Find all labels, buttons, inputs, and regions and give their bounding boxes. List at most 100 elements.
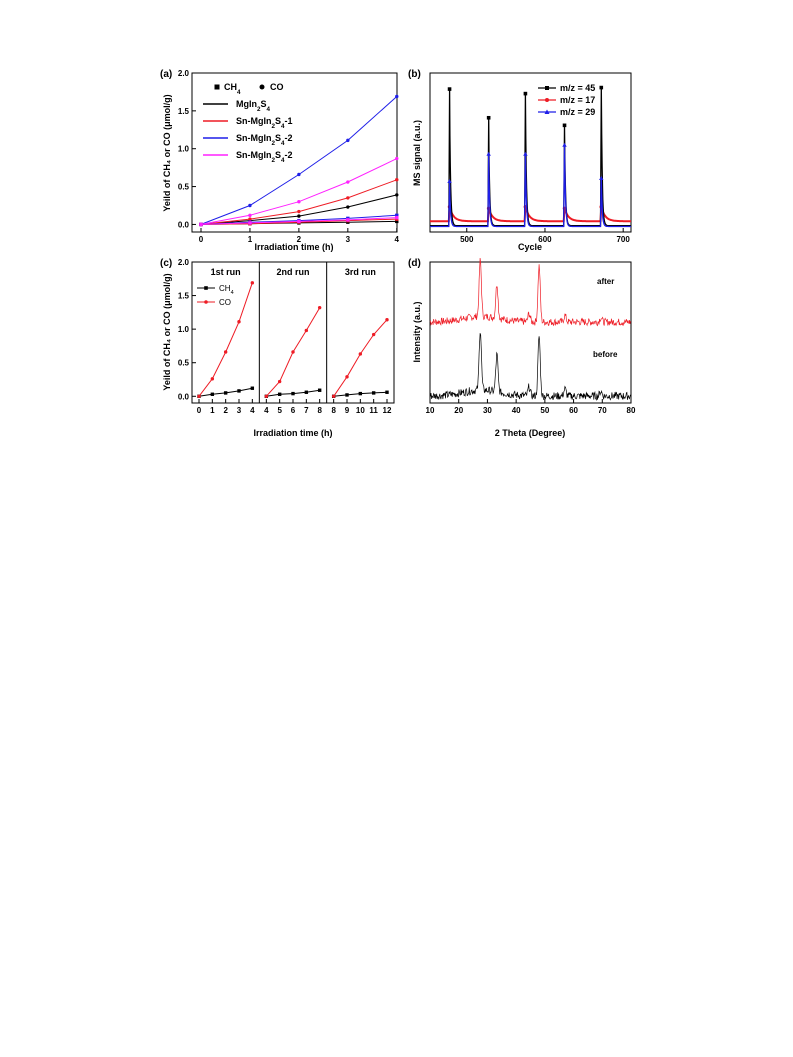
panel-c-run-title: 3rd run: [345, 267, 376, 277]
panel-d-xlabel: 2 Theta (Degree): [495, 428, 566, 438]
panel-a-point-co: [346, 180, 350, 184]
panel-b-ticks: 500 600 700: [460, 228, 630, 244]
panel-c-point-co: [223, 350, 228, 354]
panel-b-peak-marker: [562, 142, 567, 147]
panel-d-series-label-after: after: [597, 277, 614, 286]
panel-a-point-co: [297, 172, 301, 177]
panel-b-legend-label: m/z = 29: [560, 107, 595, 117]
panel-c-point-co: [358, 352, 363, 356]
panel-a-point-co: [346, 196, 350, 200]
panel-c-xtick-label: 8: [317, 406, 322, 415]
panel-b-peak-marker: [447, 87, 452, 91]
panel-a-series: [199, 94, 399, 227]
panel-a-legend-marker-label: CO: [270, 82, 284, 92]
panel-b-legend-label: m/z = 45: [560, 83, 595, 93]
panel-d-chart: (d) 10 20 30 40 50 60 70 80 after before 2 Theta …: [408, 257, 636, 438]
panel-d-xtick-label: 60: [569, 406, 578, 415]
panel-a-legend-circle-marker: [259, 84, 265, 90]
panel-a-point-co: [346, 138, 350, 143]
panel-b-chart: (b) 500 600 700 m/z = 45 m/z = 17 m/z = 29 C…: [408, 69, 632, 252]
panel-b-peak-marker: [599, 175, 604, 180]
panel-a-xtick-label: 0: [199, 235, 204, 244]
panel-b-line-29: [430, 144, 631, 228]
panel-c-point-ch4: [223, 391, 228, 395]
panel-b-xtick-label: 500: [460, 235, 474, 244]
panel-a-chart: (a) 0 1 2 3 4 0.0 0.5 1.0 1.5 2.0 CH4 CO MgIn2S4 Sn-…: [160, 69, 400, 252]
panel-c-point-co: [345, 375, 349, 379]
panel-c-run-title: 2nd run: [277, 267, 310, 277]
panel-a-legend-square-marker: [214, 84, 220, 90]
panel-a-legend-label: Sn-MgIn2S4-2: [236, 133, 293, 147]
panel-d-ticks: 10 20 30 40 50 60 70 80 after before: [426, 277, 636, 415]
panel-b-label: (b): [408, 69, 421, 80]
panel-b-peak-marker: [447, 178, 452, 183]
panel-a-legend-marker-label: CH4: [224, 82, 241, 96]
panel-c-xtick-label: 10: [356, 406, 365, 415]
panel-c-xtick-label: 2: [223, 406, 228, 415]
panel-b-peak-marker: [523, 151, 528, 156]
panel-d-xtick-label: 10: [426, 406, 435, 415]
panel-c-point-ch4: [371, 391, 376, 395]
panel-a-point-ch4: [395, 213, 399, 218]
panel-c-ytick-label: 0.0: [178, 392, 190, 401]
panel-c-point-ch4: [358, 391, 363, 396]
panel-c-xtick-label: 9: [345, 406, 350, 415]
panel-c-label: (c): [160, 258, 172, 269]
panel-a-point-co: [395, 178, 399, 182]
panel-c-legend-marker: [204, 300, 208, 304]
panel-d-ylabel: Intensity (a.u.): [412, 301, 422, 362]
panel-b-legend-marker: [545, 86, 549, 90]
panel-c-point-ch4: [304, 390, 309, 394]
panel-c-point-co: [385, 318, 389, 322]
panel-c-point-ch4: [345, 393, 349, 397]
panel-a-ytick-label: 0.5: [178, 183, 190, 192]
panel-b-line-17: [430, 206, 631, 223]
panel-a-xlabel: Irradiation time (h): [254, 242, 333, 252]
panel-c-point-co: [264, 394, 269, 398]
panel-c-legend-label: CO: [219, 298, 231, 307]
panel-a-ticks: 0 1 2 3 4 0.0 0.5 1.0 1.5 2.0: [178, 69, 400, 244]
panel-c-point-co: [371, 332, 376, 337]
panel-c-xtick-label: 8: [331, 406, 336, 415]
panel-c-xtick-label: 3: [237, 406, 242, 415]
panel-b-xtick-label: 600: [538, 235, 552, 244]
panel-c-point-co: [210, 377, 215, 381]
panel-b-series: [430, 85, 631, 228]
panel-a-ylabel: Yeild of CH₄ or CO (μmol/g): [162, 94, 172, 211]
panel-b-peak-marker: [486, 115, 491, 120]
panel-b-peak-marker: [562, 123, 567, 128]
panel-a-point-co: [248, 203, 252, 208]
panel-a-ytick-label: 2.0: [178, 69, 190, 78]
panel-c-xtick-label: 7: [304, 406, 309, 415]
panel-a-xtick-label: 3: [346, 235, 351, 244]
panel-a-label: (a): [160, 69, 172, 80]
panel-a-ytick-label: 0.0: [178, 220, 190, 229]
panel-d-label: (d): [408, 258, 421, 269]
panel-c-point-ch4: [277, 392, 282, 396]
panel-c-point-co: [250, 281, 255, 285]
panel-a-frame: [191, 72, 398, 233]
panel-c-ytick-label: 0.5: [178, 359, 190, 368]
panel-d-xtick-label: 40: [512, 406, 521, 415]
panel-b-xlabel: Cycle: [518, 242, 542, 252]
panel-c-xtick-label: 6: [291, 406, 296, 415]
panel-c-point-ch4: [385, 390, 389, 394]
panel-a-legend-label: Sn-MgIn2S4-2: [236, 150, 293, 164]
panel-c-point-ch4: [237, 389, 241, 393]
panel-b-legend: m/z = 45 m/z = 17 m/z = 29: [538, 83, 595, 117]
panel-b-legend-marker: [544, 109, 550, 114]
panel-a-xtick-label: 1: [248, 235, 253, 244]
panel-a-line-co: [200, 96, 398, 225]
panel-a-point-co: [346, 205, 350, 209]
panel-c-xlabel: Irradiation time (h): [253, 428, 332, 438]
panel-c-series: [197, 281, 389, 398]
panel-d-line-after: [429, 257, 631, 327]
panel-b-line-45: [430, 87, 631, 227]
panel-b-frame: [429, 72, 632, 233]
panel-b-peak-marker: [523, 91, 528, 96]
panel-a-point-co: [248, 213, 252, 218]
panel-c-point-co: [237, 320, 241, 324]
panel-d-xtick-label: 20: [454, 406, 463, 415]
panel-a-xtick-label: 2: [297, 235, 302, 244]
